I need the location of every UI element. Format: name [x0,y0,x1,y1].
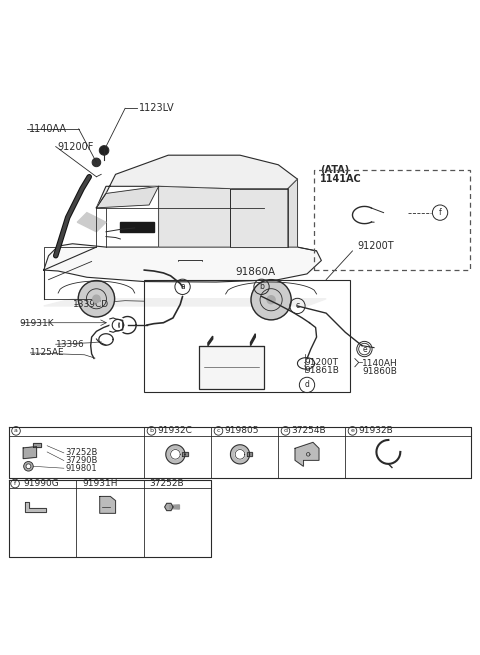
Bar [314,170,470,270]
Circle shape [92,158,101,166]
Text: 919801: 919801 [65,464,97,473]
Polygon shape [235,449,245,459]
Text: 1140AA: 1140AA [28,124,66,134]
Polygon shape [170,449,180,459]
Polygon shape [230,189,288,247]
Text: 91860A: 91860A [235,267,276,277]
Circle shape [78,280,115,317]
Polygon shape [33,443,41,447]
Polygon shape [44,299,326,306]
Polygon shape [100,496,116,514]
Text: 1140AH: 1140AH [362,359,398,368]
Polygon shape [295,442,319,466]
Text: 1123LV: 1123LV [139,103,174,113]
Text: c: c [216,428,220,434]
Circle shape [24,462,33,471]
Polygon shape [165,503,173,511]
Bar [144,280,350,392]
Text: 91932C: 91932C [157,426,192,436]
Text: c: c [295,301,300,310]
Polygon shape [120,222,154,232]
Text: 91931K: 91931K [19,319,53,328]
Text: 13396: 13396 [56,340,84,348]
Text: e: e [362,345,367,354]
Circle shape [99,145,109,155]
Text: 91861B: 91861B [305,366,339,375]
Polygon shape [247,453,252,457]
Text: 91200T: 91200T [305,358,338,367]
Text: 1141AC: 1141AC [321,174,362,184]
Text: 91200T: 91200T [357,241,394,251]
Text: 37254B: 37254B [292,426,326,436]
Text: 91931H: 91931H [82,479,118,488]
Polygon shape [251,333,255,346]
Polygon shape [25,502,46,512]
Polygon shape [208,336,213,346]
Circle shape [267,295,275,304]
Text: d: d [305,381,310,390]
Polygon shape [182,453,188,457]
Text: a: a [180,282,185,291]
Text: 37252B: 37252B [65,449,98,457]
Text: b: b [149,428,154,434]
Text: 919805: 919805 [225,426,259,436]
Polygon shape [158,186,230,247]
Circle shape [251,280,291,320]
Text: e: e [350,428,354,434]
Polygon shape [170,505,180,509]
Text: 37252B: 37252B [149,479,184,488]
Text: 37290B: 37290B [65,456,98,465]
Polygon shape [23,447,36,458]
Polygon shape [96,186,158,208]
Text: 91990G: 91990G [24,479,60,488]
Text: 91860B: 91860B [362,367,397,376]
Polygon shape [44,244,322,282]
Text: f: f [439,208,442,217]
Text: 91200F: 91200F [57,141,94,151]
Text: 1125AE: 1125AE [30,348,65,358]
Text: 1339CD: 1339CD [72,300,108,309]
Circle shape [93,295,100,303]
Polygon shape [166,445,185,464]
Text: b: b [259,282,264,291]
Text: d: d [284,428,288,434]
Bar [199,346,264,389]
Polygon shape [288,179,298,247]
Polygon shape [77,213,106,232]
Text: a: a [14,428,18,434]
Circle shape [26,464,31,469]
Polygon shape [230,445,250,464]
Text: f: f [14,481,16,486]
Text: (ATA): (ATA) [321,165,349,176]
Text: 91932B: 91932B [359,426,394,436]
Polygon shape [96,155,298,208]
